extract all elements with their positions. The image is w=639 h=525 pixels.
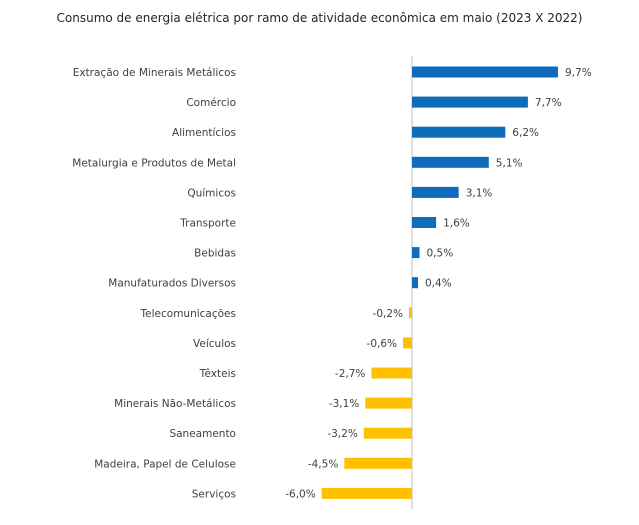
value-label: -3,1% <box>329 398 359 410</box>
value-label: -3,2% <box>327 428 357 440</box>
value-label: -0,6% <box>367 338 397 350</box>
category-label: Bebidas <box>194 248 236 260</box>
category-label: Metalurgia e Produtos de Metal <box>72 157 236 169</box>
category-label: Transporte <box>179 218 236 230</box>
value-label: 9,7% <box>565 67 592 79</box>
value-label: 6,2% <box>512 127 539 139</box>
category-label: Minerais Não-Metálicos <box>114 398 236 410</box>
category-label: Manufaturados Diversos <box>108 278 236 290</box>
bar <box>409 307 412 319</box>
bar <box>412 96 528 108</box>
value-label: 5,1% <box>496 157 523 169</box>
bar <box>412 247 420 259</box>
value-label: -2,7% <box>335 368 365 380</box>
bar <box>412 186 459 198</box>
category-label: Serviços <box>192 488 236 500</box>
category-label: Têxteis <box>199 368 236 380</box>
category-label: Madeira, Papel de Celulose <box>94 458 236 470</box>
category-label: Veículos <box>193 338 236 350</box>
bar <box>344 457 412 469</box>
chart-title: Consumo de energia elétrica por ramo de … <box>56 11 583 25</box>
category-label: Extração de Minerais Metálicos <box>73 67 236 79</box>
value-label: 3,1% <box>466 187 493 199</box>
category-label: Telecomunicações <box>140 308 236 320</box>
value-label: 0,4% <box>425 278 452 290</box>
category-label: Alimentícios <box>172 127 236 139</box>
category-label: Químicos <box>187 187 236 199</box>
category-label: Comércio <box>186 97 236 109</box>
value-label: -0,2% <box>373 308 403 320</box>
category-label: Saneamento <box>169 428 236 440</box>
bar <box>412 66 558 78</box>
bar <box>403 337 412 349</box>
bar <box>321 487 412 499</box>
value-label: -6,0% <box>285 488 315 500</box>
value-label: 7,7% <box>535 97 562 109</box>
bar <box>412 277 418 289</box>
value-label: 1,6% <box>443 218 470 230</box>
value-label: -4,5% <box>308 458 338 470</box>
bar <box>412 156 489 168</box>
bar <box>412 217 437 228</box>
bar <box>412 126 506 138</box>
value-label: 0,5% <box>427 248 454 260</box>
bar <box>365 397 412 409</box>
bar <box>363 427 412 439</box>
bar <box>371 367 412 379</box>
